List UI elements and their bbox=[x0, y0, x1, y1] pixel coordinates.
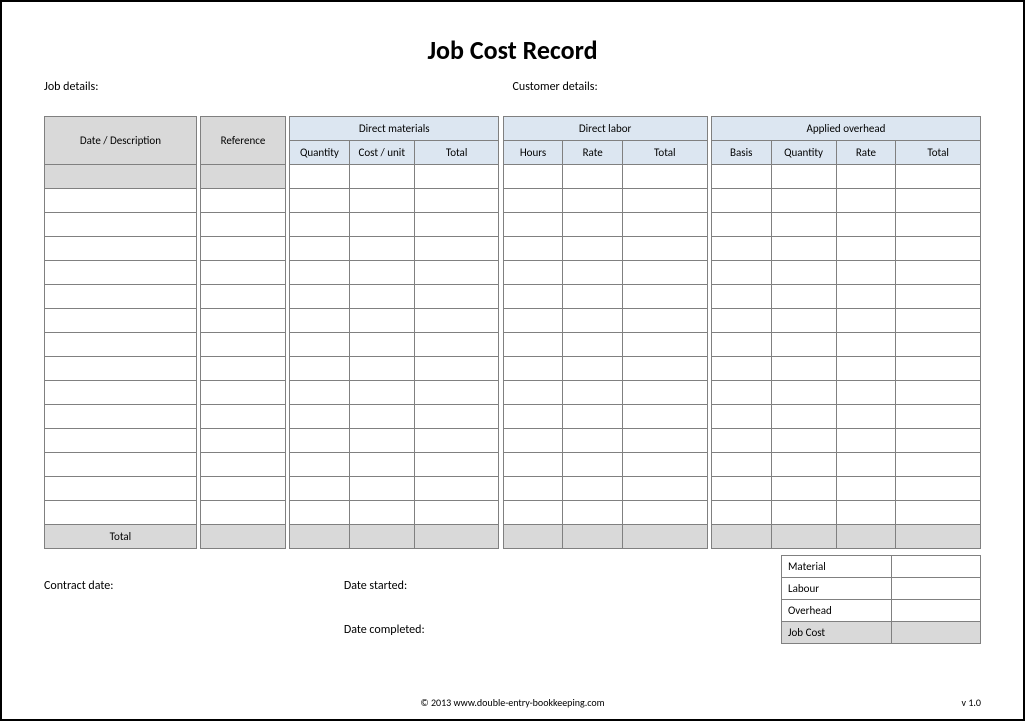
footer-copyright: © 2013 www.double-entry-bookkeeping.com bbox=[2, 696, 1023, 709]
below-section: Contract date: Date started: Date comple… bbox=[44, 579, 981, 644]
col-dm-cost-unit: Cost / unit bbox=[349, 141, 414, 165]
total-label: Total bbox=[45, 525, 197, 549]
col-oh-quantity: Quantity bbox=[771, 141, 836, 165]
customer-details-label: Customer details: bbox=[513, 80, 982, 94]
summary-value bbox=[891, 578, 980, 600]
col-oh-rate: Rate bbox=[836, 141, 896, 165]
meta-row: Job details: Customer details: bbox=[44, 80, 981, 94]
contract-date-label: Contract date: bbox=[44, 579, 344, 593]
table-row bbox=[45, 477, 981, 501]
footer-version: v 1.0 bbox=[962, 696, 981, 709]
summary-total-value bbox=[891, 622, 980, 644]
col-direct-materials: Direct materials bbox=[290, 117, 499, 141]
page-title: Job Cost Record bbox=[44, 34, 981, 66]
summary-table: MaterialLabourOverheadJob Cost bbox=[781, 555, 981, 644]
col-dm-quantity: Quantity bbox=[290, 141, 350, 165]
date-started-label: Date started: bbox=[344, 579, 653, 593]
summary-row: Labour bbox=[782, 578, 981, 600]
col-dl-total: Total bbox=[622, 141, 707, 165]
table-row bbox=[45, 213, 981, 237]
table-row bbox=[45, 501, 981, 525]
total-row: Total bbox=[45, 525, 981, 549]
col-date-desc: Date / Description bbox=[45, 117, 197, 165]
col-oh-total: Total bbox=[896, 141, 981, 165]
group-header-row: Date / Description Reference Direct mate… bbox=[45, 117, 981, 141]
col-direct-labor: Direct labor bbox=[503, 117, 707, 141]
table-row bbox=[45, 309, 981, 333]
summary-total-label: Job Cost bbox=[782, 622, 892, 644]
col-dl-rate: Rate bbox=[563, 141, 623, 165]
table-row bbox=[45, 381, 981, 405]
col-dm-total: Total bbox=[414, 141, 499, 165]
table-row bbox=[45, 285, 981, 309]
col-reference: Reference bbox=[201, 117, 286, 165]
table-row bbox=[45, 357, 981, 381]
summary-value bbox=[891, 600, 980, 622]
summary-value bbox=[891, 556, 980, 578]
summary-label: Material bbox=[782, 556, 892, 578]
summary-total-row: Job Cost bbox=[782, 622, 981, 644]
col-applied-overhead: Applied overhead bbox=[711, 117, 980, 141]
table-row bbox=[45, 261, 981, 285]
summary-label: Overhead bbox=[782, 600, 892, 622]
blank-header-row bbox=[45, 165, 981, 189]
summary-label: Labour bbox=[782, 578, 892, 600]
col-oh-basis: Basis bbox=[711, 141, 771, 165]
table-row bbox=[45, 453, 981, 477]
table-row bbox=[45, 405, 981, 429]
table-row bbox=[45, 333, 981, 357]
table-row bbox=[45, 189, 981, 213]
job-details-label: Job details: bbox=[44, 80, 513, 94]
table-row bbox=[45, 237, 981, 261]
col-dl-hours: Hours bbox=[503, 141, 563, 165]
summary-row: Material bbox=[782, 556, 981, 578]
summary-row: Overhead bbox=[782, 600, 981, 622]
date-completed-label: Date completed: bbox=[344, 623, 653, 637]
job-cost-table: Date / Description Reference Direct mate… bbox=[44, 116, 981, 549]
table-row bbox=[45, 429, 981, 453]
